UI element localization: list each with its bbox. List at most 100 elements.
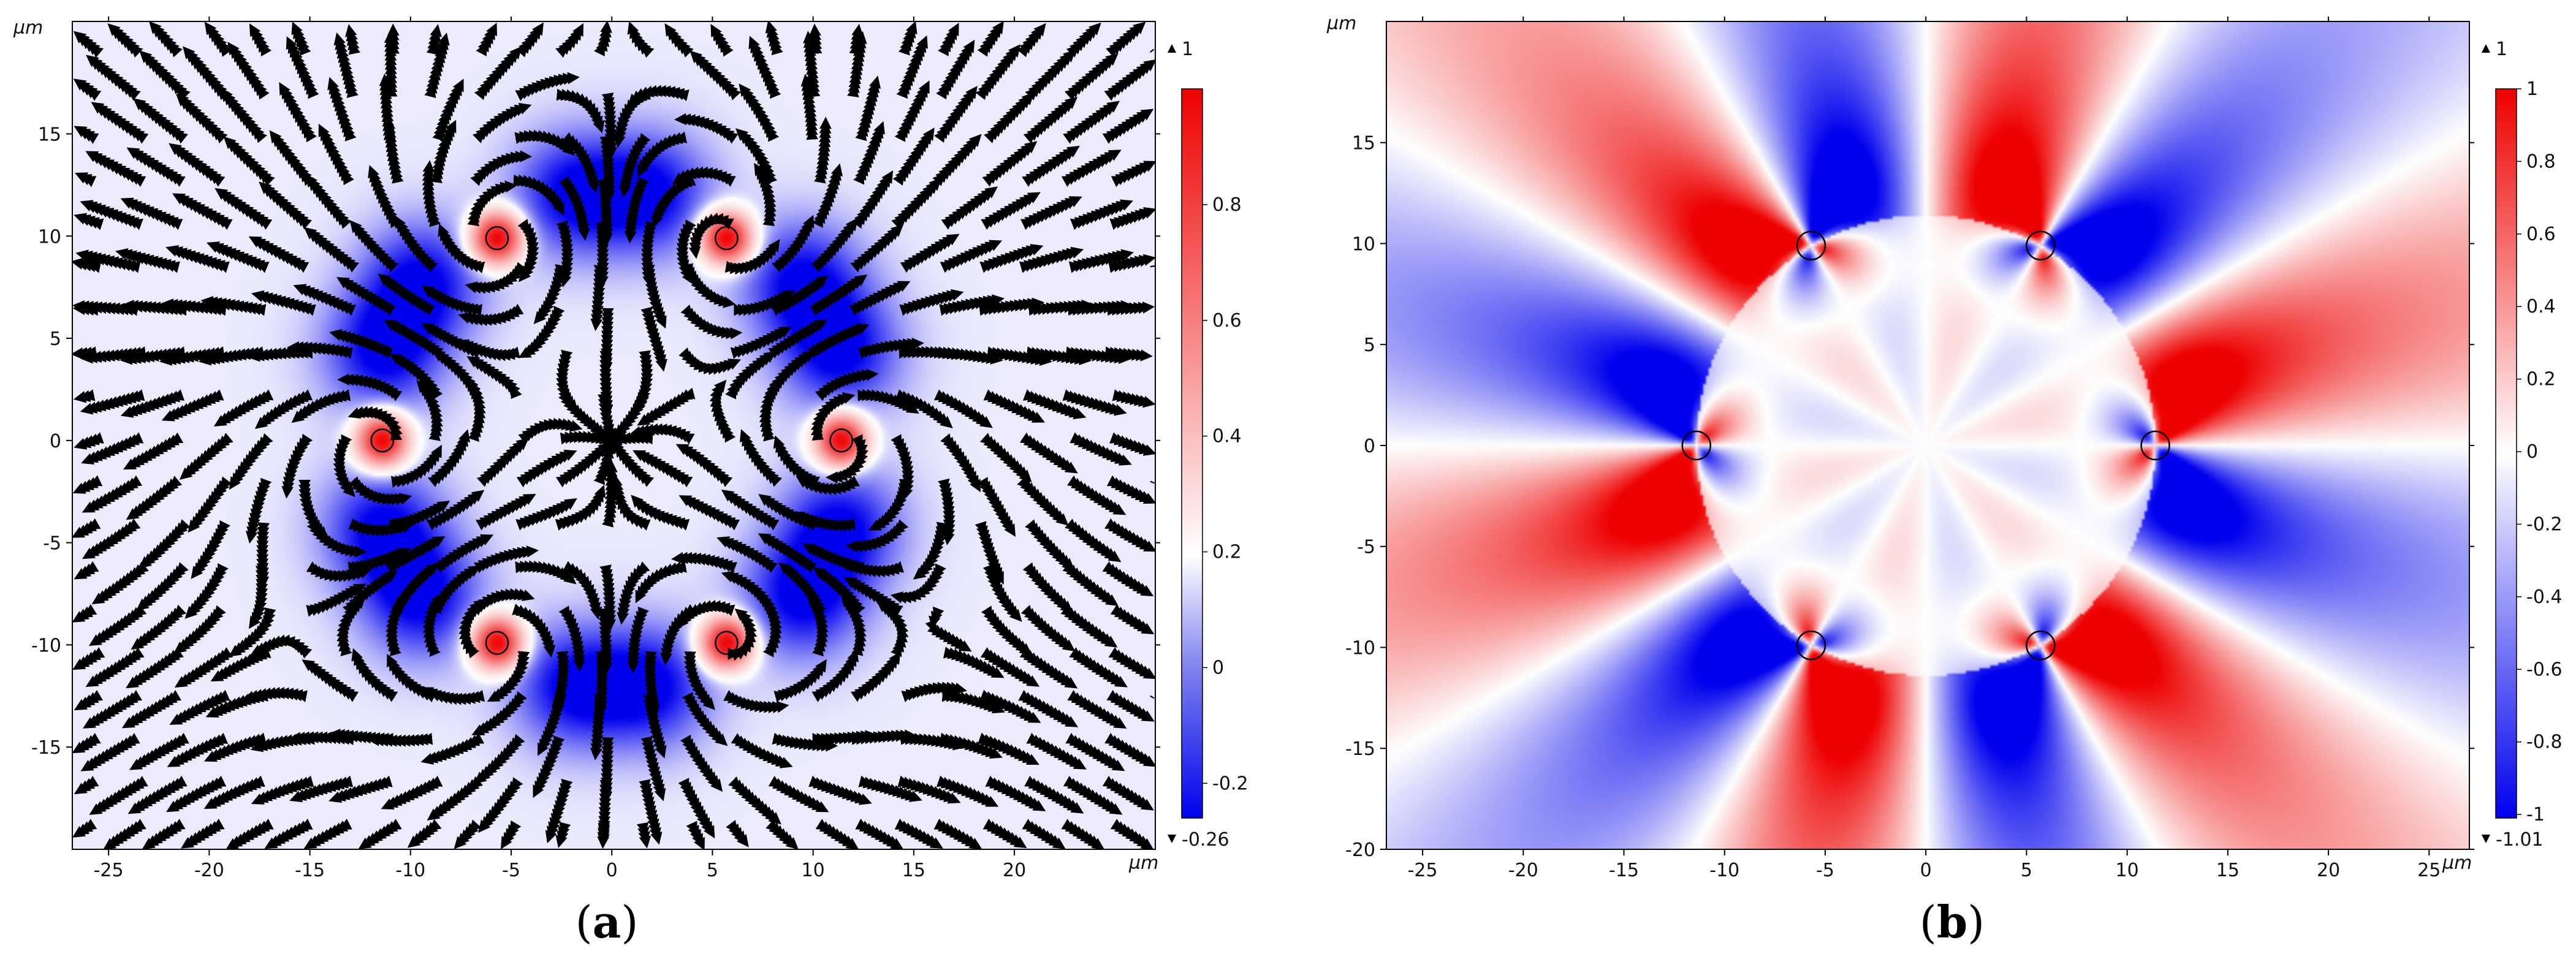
colorbar-tick-label: -0.2 xyxy=(2526,514,2563,535)
x-tick-label: 20 xyxy=(1003,860,1026,881)
streamline xyxy=(849,23,864,55)
streamline xyxy=(891,434,914,501)
streamline xyxy=(248,236,310,273)
streamline xyxy=(82,518,141,559)
x-tick-label: 0 xyxy=(1920,860,1932,881)
streamline xyxy=(473,545,539,574)
streamline xyxy=(303,227,359,273)
x-tick-label: 5 xyxy=(707,860,718,881)
streamline xyxy=(303,818,352,849)
streamline xyxy=(245,477,272,544)
ticks-a: -25 -20 -15 -10 -5 0 5 10 15 20 -15 -10 -5 0 5 10 15 xyxy=(31,17,1160,881)
circle-marker xyxy=(1796,230,1826,261)
panel-label-a: (a) xyxy=(576,896,639,948)
streamline xyxy=(627,21,655,58)
streamline xyxy=(765,21,783,56)
streamline xyxy=(1102,561,1154,597)
streamline xyxy=(1111,161,1155,188)
streamline xyxy=(465,262,528,294)
streamline xyxy=(925,606,972,652)
y-unit-a: µm xyxy=(13,17,43,39)
streamline xyxy=(600,308,614,374)
streamline xyxy=(979,433,1032,483)
streamline xyxy=(426,24,442,55)
x-tick-label: 10 xyxy=(802,860,825,881)
streamline xyxy=(898,21,918,56)
streamline xyxy=(1104,59,1155,101)
streamline xyxy=(183,46,230,100)
streamline xyxy=(378,273,435,316)
streamline xyxy=(768,776,829,813)
plot-frame-a xyxy=(72,21,1156,850)
heatmap-field xyxy=(72,21,1155,849)
y-tick-label: -10 xyxy=(1345,637,1375,659)
ticks-b: -25 -20 -15 -10 -5 0 5 10 15 20 25 -20 -15 -10 -5 0 5 10 1… xyxy=(1345,17,2474,881)
streamline xyxy=(91,561,149,605)
streamline xyxy=(291,21,311,56)
streamline xyxy=(433,534,494,574)
streamline xyxy=(678,347,742,375)
streamline xyxy=(179,433,234,480)
streamline xyxy=(389,354,443,400)
streamline xyxy=(466,356,522,400)
colorbar-tick-label: 0 xyxy=(1212,657,1224,678)
streamline xyxy=(515,22,544,58)
streamline xyxy=(517,218,539,282)
streamline xyxy=(107,23,143,58)
streamline xyxy=(807,323,870,359)
streamline xyxy=(772,732,838,752)
y-tick-label: 15 xyxy=(1352,133,1375,154)
streamline xyxy=(808,23,823,55)
streamline xyxy=(476,438,530,487)
streamline xyxy=(901,681,967,702)
streamline xyxy=(470,588,535,616)
streamline xyxy=(136,562,189,611)
streamline xyxy=(1060,604,1118,648)
streamline xyxy=(845,519,909,553)
streamline xyxy=(407,819,442,848)
streamline xyxy=(728,608,758,661)
streamline xyxy=(1150,265,1155,268)
streamline xyxy=(1108,646,1155,680)
panel-label-b: (b) xyxy=(1920,896,1985,948)
streamline xyxy=(175,94,228,144)
streamline xyxy=(471,691,527,735)
streamline xyxy=(851,170,894,229)
streamline xyxy=(204,21,232,57)
streamline xyxy=(933,818,982,849)
colorbar-tick-label: 0.2 xyxy=(2526,369,2556,390)
streamline xyxy=(348,476,412,506)
streamline xyxy=(739,83,780,142)
streamline xyxy=(594,21,612,57)
streamline xyxy=(748,36,781,99)
streamline xyxy=(132,98,188,144)
colorbar-tick-label: -1 xyxy=(2526,804,2545,825)
streamline xyxy=(1107,301,1155,316)
colorbar-tick-label: -0.6 xyxy=(2526,659,2563,680)
streamline xyxy=(424,32,450,99)
streamline xyxy=(142,819,186,849)
colorbar-tick-label: 1 xyxy=(2526,78,2538,100)
streamline xyxy=(427,776,484,821)
x-tick-label: -20 xyxy=(1508,860,1538,881)
colorbar-tick-label: -0.8 xyxy=(2526,732,2563,753)
x-tick-label: -10 xyxy=(1709,860,1739,881)
colorbar-tick-label: 0.6 xyxy=(2526,224,2556,245)
streamline xyxy=(1106,21,1146,58)
circle-marker xyxy=(829,428,853,453)
streamline xyxy=(456,339,520,362)
colorbar-b xyxy=(2495,88,2517,819)
x-tick-label: 20 xyxy=(2317,860,2340,881)
colorbar-ticks-a: -0.2 0 0.2 0.4 0.6 0.8 xyxy=(1203,194,1248,794)
streamline xyxy=(432,78,464,142)
streamline xyxy=(1066,475,1127,515)
streamline xyxy=(123,432,184,470)
streamline xyxy=(458,303,524,327)
streamline xyxy=(120,197,183,230)
streamline xyxy=(344,24,361,55)
x-tick-label: 25 xyxy=(2417,860,2441,881)
streamline xyxy=(936,39,975,100)
streamline xyxy=(223,136,275,187)
